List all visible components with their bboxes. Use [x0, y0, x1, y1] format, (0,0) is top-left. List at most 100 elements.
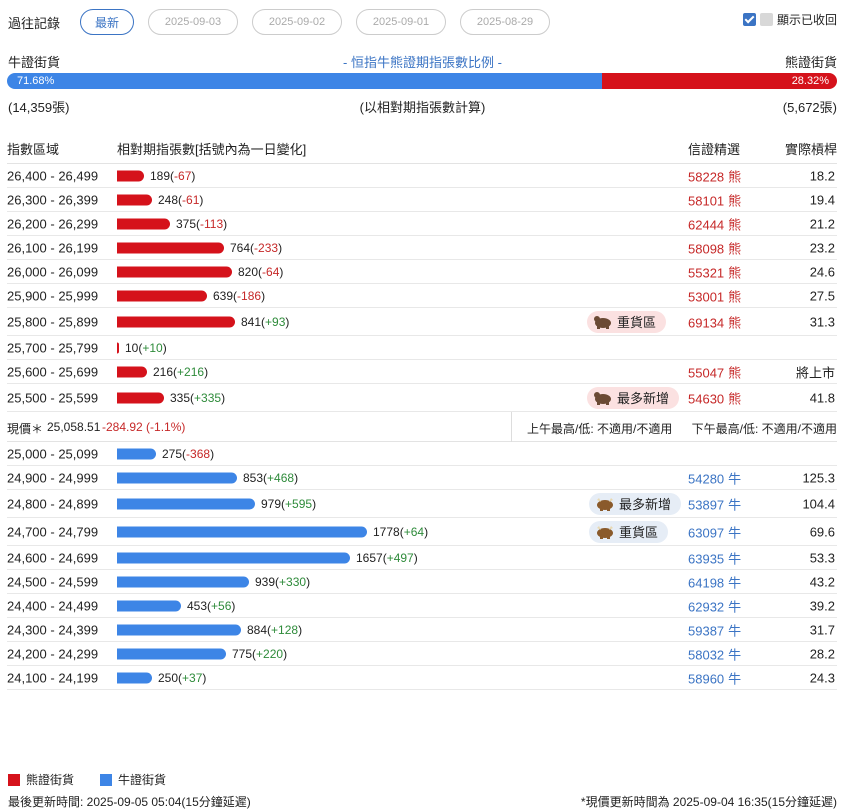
paren: ): [298, 622, 303, 637]
bear-outstanding-label: 熊證街貨: [784, 55, 837, 70]
show-collapsed-toggle[interactable]: 顯示已收回: [742, 11, 837, 28]
warrant-code-link[interactable]: 58960 牛: [688, 668, 741, 687]
index-range: 25,800 - 25,899: [7, 314, 99, 329]
table-row: 25,800 - 25,899 841(+93) 重貨區 69134 熊 31.3: [7, 308, 837, 336]
warrant-code[interactable]: 58960: [688, 671, 725, 686]
contracts-change: +468: [267, 470, 295, 485]
current-price-row: 現價＊ 25,058.51 -284.92 (-1.1%) 上午最高/低: 不適…: [7, 412, 837, 442]
warrant-code[interactable]: 54630: [688, 391, 725, 406]
header-range: 指數區域: [7, 142, 60, 157]
bear-contracts-bar: [117, 290, 207, 301]
contracts-value: 853(+468): [243, 471, 298, 485]
index-range: 24,200 - 24,299: [7, 646, 99, 661]
contracts-change: +10: [142, 340, 163, 355]
warrant-code-link[interactable]: 63097 牛: [688, 522, 741, 541]
paren: ): [221, 390, 226, 405]
warrant-code-link[interactable]: 63935 牛: [688, 548, 741, 567]
warrant-code[interactable]: 58228: [688, 169, 725, 184]
warrant-code-link[interactable]: 53001 熊: [688, 286, 741, 305]
warrant-code-link[interactable]: 59387 牛: [688, 620, 741, 639]
warrant-code-link[interactable]: 64198 牛: [688, 572, 741, 591]
warrant-code-link[interactable]: 58098 熊: [688, 238, 741, 257]
index-range: 24,100 - 24,199: [7, 670, 99, 685]
warrant-code[interactable]: 64198: [688, 575, 725, 590]
contracts-count: 250: [158, 670, 179, 685]
paren: (: [138, 340, 143, 355]
warrant-code-link[interactable]: 62932 牛: [688, 596, 741, 615]
history-chip-date[interactable]: 2025-09-03: [148, 9, 238, 35]
index-range: 24,400 - 24,499: [7, 598, 99, 613]
paren: ): [312, 496, 317, 511]
warrant-code[interactable]: 62932: [688, 599, 725, 614]
contracts-value: 820(-64): [238, 265, 283, 279]
table-row: 26,300 - 26,399 248(-61) 58101 熊 19.4: [7, 188, 837, 212]
index-range: 24,600 - 24,699: [7, 550, 99, 565]
table-row: 24,100 - 24,199 250(+37) 58960 牛 24.3: [7, 666, 837, 690]
effective-leverage: 39.2: [809, 598, 835, 613]
contracts-change: +56: [211, 598, 232, 613]
warrant-code[interactable]: 55047: [688, 365, 725, 380]
warrant-code-link[interactable]: 62444 熊: [688, 214, 741, 233]
contracts-value: 250(+37): [158, 671, 206, 685]
warrant-code[interactable]: 53001: [688, 289, 725, 304]
warrant-code[interactable]: 58101: [688, 193, 725, 208]
warrant-code[interactable]: 63097: [688, 525, 725, 540]
warrant-type: 熊: [728, 391, 742, 406]
paren: ): [413, 550, 418, 565]
bear-tag: 最多新增: [587, 386, 680, 409]
warrant-code-link[interactable]: 58228 熊: [688, 166, 741, 185]
warrant-code-link[interactable]: 58101 熊: [688, 190, 741, 209]
contracts-change: -113: [200, 216, 224, 231]
bull-icon: [595, 524, 615, 540]
warrant-code-link[interactable]: 69134 熊: [688, 312, 741, 331]
show-collapsed-checkbox[interactable]: [742, 13, 756, 26]
table-row: 25,900 - 25,999 639(-186) 53001 熊 27.5: [7, 284, 837, 308]
contracts-value: 453(+56): [187, 599, 235, 613]
warrant-code[interactable]: 55321: [688, 265, 725, 280]
table-row: 26,200 - 26,299 375(-113) 62444 熊 21.2: [7, 212, 837, 236]
warrant-code[interactable]: 58032: [688, 647, 725, 662]
paren: ): [306, 574, 311, 589]
contracts-count: 853: [243, 470, 264, 485]
paren: (: [281, 496, 286, 511]
effective-leverage: 19.4: [809, 192, 835, 207]
warrant-code-link[interactable]: 55321 熊: [688, 262, 741, 281]
warrant-code[interactable]: 53897: [688, 497, 725, 512]
warrant-code-link[interactable]: 54630 熊: [688, 388, 741, 407]
warrant-code-link[interactable]: 55047 熊: [688, 362, 741, 381]
table-row: 24,200 - 24,299 775(+220) 58032 牛 28.2: [7, 642, 837, 666]
paren: (: [207, 598, 212, 613]
history-chip-latest[interactable]: 最新: [80, 9, 134, 35]
contracts-count: 10: [125, 340, 139, 355]
contracts-count: 820: [238, 264, 259, 279]
history-bar: 過往記錄 最新 2025-09-03 2025-09-02 2025-09-01…: [0, 8, 845, 36]
history-chip-date[interactable]: 2025-09-01: [356, 9, 446, 35]
tag-label: 重貨區: [619, 525, 659, 540]
index-range: 25,700 - 25,799: [7, 340, 99, 355]
paren: ): [199, 192, 204, 207]
index-range: 24,900 - 24,999: [7, 470, 99, 485]
table-row: 25,000 - 25,099 275(-368): [7, 442, 837, 466]
warrant-type: 牛: [728, 497, 742, 512]
warrant-code[interactable]: 58098: [688, 241, 725, 256]
warrant-type: 熊: [728, 169, 742, 184]
warrant-code-link[interactable]: 58032 牛: [688, 644, 741, 663]
warrant-code-link[interactable]: 53897 牛: [688, 494, 741, 513]
warrant-code[interactable]: 69134: [688, 315, 725, 330]
warrant-code[interactable]: 62444: [688, 217, 725, 232]
warrant-type: 熊: [728, 217, 742, 232]
paren: ): [261, 288, 266, 303]
warrant-code[interactable]: 59387: [688, 623, 725, 638]
warrant-code[interactable]: 63935: [688, 551, 725, 566]
index-range: 25,900 - 25,999: [7, 288, 99, 303]
table-row: 24,600 - 24,699 1657(+497) 63935 牛 53.3: [7, 546, 837, 570]
warrant-code[interactable]: 54280: [688, 471, 725, 486]
history-chip-date[interactable]: 2025-09-02: [252, 9, 342, 35]
paren: (: [267, 622, 272, 637]
history-chip-date[interactable]: 2025-08-29: [460, 9, 550, 35]
current-price-value: 25,058.51: [47, 420, 101, 434]
bear-contracts-bar: [117, 242, 224, 253]
contracts-value: 248(-61): [158, 193, 203, 207]
warrant-code-link[interactable]: 54280 牛: [688, 468, 741, 487]
warrant-type: 牛: [728, 671, 742, 686]
